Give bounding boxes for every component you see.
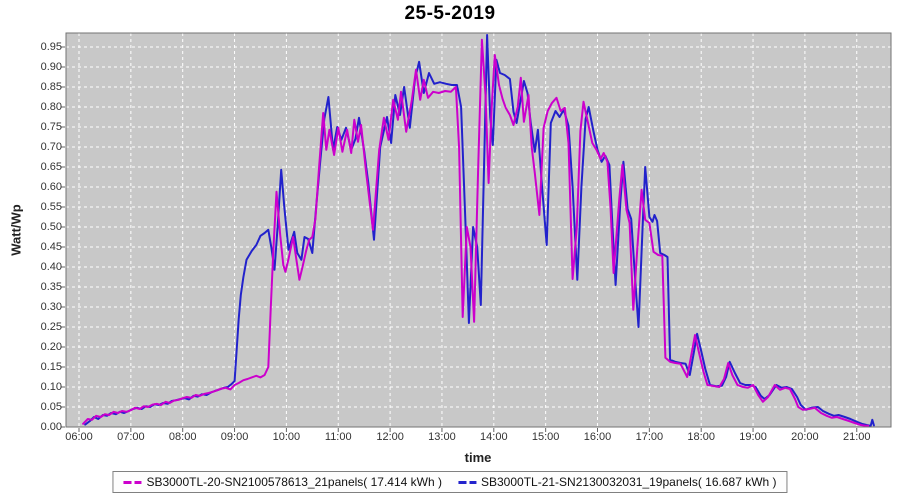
- legend: SB3000TL-20-SN2100578613_21panels( 17.41…: [112, 471, 788, 493]
- y-tick-label: 0.20: [40, 340, 62, 353]
- y-tick-label: 0.10: [40, 380, 62, 393]
- y-tick-label: 0.30: [40, 300, 62, 313]
- y-tick-label: 0.55: [40, 200, 62, 213]
- x-tick-label: 15:00: [531, 431, 560, 443]
- y-tick-label: 0.80: [40, 100, 62, 113]
- y-tick-label: 0.00: [40, 420, 62, 433]
- y-tick-label: 0.95: [40, 40, 62, 53]
- y-tick-label: 0.60: [40, 180, 62, 193]
- chart-title: 25-5-2019: [404, 3, 496, 24]
- plot-border: [65, 32, 892, 428]
- x-tick-label: 10:00: [272, 431, 301, 443]
- y-tick-label: 0.40: [40, 260, 62, 273]
- x-tick-label: 11:00: [324, 431, 352, 443]
- legend-label-inverter-21: SB3000TL-21-SN2130032031_19panels( 16.68…: [481, 475, 777, 489]
- legend-label-inverter-20: SB3000TL-20-SN2100578613_21panels( 17.41…: [146, 475, 442, 489]
- x-tick-label: 20:00: [791, 431, 819, 443]
- x-tick-label: 17:00: [635, 431, 664, 443]
- y-tick-label: 0.70: [40, 140, 62, 153]
- y-tick-label: 0.35: [40, 280, 62, 293]
- y-tick-label: 0.25: [40, 320, 62, 333]
- x-tick-label: 09:00: [220, 431, 249, 443]
- y-tick-label: 0.75: [40, 120, 62, 133]
- x-tick-label: 06:00: [65, 431, 93, 443]
- x-tick-label: 18:00: [687, 431, 715, 443]
- x-axis-title: time: [464, 450, 492, 465]
- y-axis-title: Watt/Wp: [8, 204, 24, 256]
- y-tick-label: 0.45: [40, 240, 62, 253]
- x-tick-label: 21:00: [842, 431, 871, 443]
- x-tick-label: 19:00: [739, 431, 767, 443]
- series-swatch-blue: [458, 480, 476, 484]
- plot-background: [66, 33, 891, 427]
- y-tick-label: 0.05: [40, 400, 62, 413]
- x-tick-label: 08:00: [168, 431, 197, 443]
- x-tick-label: 14:00: [480, 431, 508, 443]
- x-tick-label: 13:00: [428, 431, 456, 443]
- y-tick-label: 0.50: [40, 220, 62, 233]
- x-tick-label: 16:00: [583, 431, 612, 443]
- x-tick-label: 07:00: [117, 431, 145, 443]
- series-line-SB3000TL-20-SN2100578613_21panels: [82, 38, 870, 427]
- y-tick-label: 0.65: [40, 160, 62, 173]
- legend-item-inverter-20: SB3000TL-20-SN2100578613_21panels( 17.41…: [123, 475, 442, 489]
- series-swatch-magenta: [123, 480, 142, 484]
- x-tick-label: 12:00: [376, 431, 404, 443]
- y-tick-label: 0.90: [40, 60, 62, 73]
- y-tick-label: 0.85: [40, 80, 62, 93]
- y-tick-label: 0.15: [40, 360, 62, 373]
- legend-item-inverter-21: SB3000TL-21-SN2130032031_19panels( 16.68…: [458, 475, 777, 489]
